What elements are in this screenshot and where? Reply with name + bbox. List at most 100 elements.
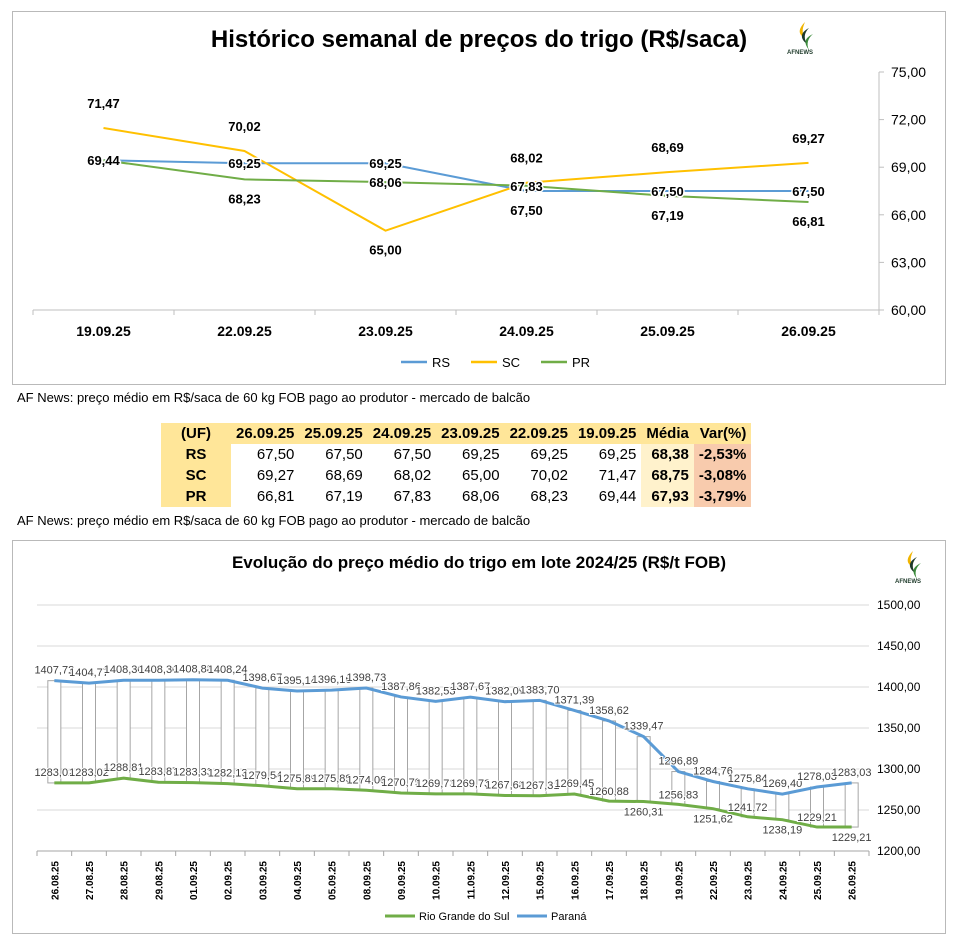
y-tick-label: 72,00 <box>891 112 926 128</box>
data-label: 69,25 <box>228 156 261 171</box>
data-label: 69,25 <box>369 156 402 171</box>
price-cell: 65,00 <box>462 467 500 484</box>
data-label: 1260,31 <box>624 807 664 819</box>
data-label: 1288,81 <box>104 762 144 774</box>
data-label: 1387,86 <box>381 681 421 693</box>
price-cell: 71,47 <box>598 467 637 484</box>
price-cell: 67,50 <box>256 446 295 463</box>
data-label: 1283,33 <box>173 767 213 779</box>
table-header-cell: 25.09.25 <box>299 423 368 444</box>
series-line-sc <box>103 127 809 232</box>
y-tick-label: 1300,00 <box>877 762 921 776</box>
data-label: 69,44 <box>87 153 120 168</box>
data-label: 1275,89 <box>312 773 352 785</box>
x-tick-label: 28.08.25 <box>120 861 131 900</box>
data-label: 1275,84 <box>728 773 768 785</box>
x-tick-label: 18.09.25 <box>640 861 651 900</box>
data-label: 1269,73 <box>450 778 490 790</box>
data-label: 1395,14 <box>277 675 317 687</box>
x-tick-label: 24.09.25 <box>499 323 554 339</box>
x-tick-label: 26.09.25 <box>848 861 859 900</box>
data-label: 1358,62 <box>589 705 629 717</box>
data-label: 1396,16 <box>312 674 352 686</box>
data-label: 1387,67 <box>450 681 490 693</box>
data-label: 1270,79 <box>381 777 421 789</box>
x-tick-label: 10.09.25 <box>432 861 443 900</box>
data-label: 1398,73 <box>346 672 386 684</box>
price-cell: 67,50 <box>393 446 432 463</box>
data-label: 1382,09 <box>485 686 525 698</box>
lot-price-chart: Evolução do preço médio do trigo em lote… <box>12 540 946 934</box>
table-header-cell: 22.09.25 <box>504 423 573 444</box>
x-tick-label: 08.09.25 <box>362 861 373 900</box>
legend-label: SC <box>502 355 520 370</box>
y-tick-label: 1200,00 <box>877 844 921 858</box>
state-cell: SC <box>161 465 231 486</box>
data-label: 1267,31 <box>520 780 560 792</box>
table-header-row: (UF) 26.09.25 25.09.25 24.09.25 23.09.25 22.0… <box>161 423 752 444</box>
data-label: 1339,47 <box>624 721 664 733</box>
table-row: RS 67,50 67,50 67,50 69,25 69,25 69,25 68,38 -2,… <box>161 444 752 465</box>
y-tick-label: 1250,00 <box>877 803 921 817</box>
weekly-chart-plot: 60,00 63,00 66,00 69,00 72,00 75,00 19.09.25 22… <box>32 64 926 370</box>
afnews-logo: AFNEWS <box>783 20 823 60</box>
data-label: 1382,53 <box>416 685 456 697</box>
series-line-pr <box>103 159 809 203</box>
data-label: 1278,03 <box>797 771 837 783</box>
data-label: 1284,76 <box>693 765 733 777</box>
price-cell: 70,02 <box>530 467 568 484</box>
x-tick-label: 26.08.25 <box>50 861 61 900</box>
x-tick-label: 03.09.25 <box>258 861 269 900</box>
price-table: (UF) 26.09.25 25.09.25 24.09.25 23.09.25 22.0… <box>161 423 752 507</box>
series-line-rs <box>103 159 809 192</box>
data-label: 1241,72 <box>728 802 768 814</box>
x-tick-label: 23.09.25 <box>744 861 755 900</box>
data-label: 68,06 <box>369 175 402 190</box>
series-line <box>54 776 852 829</box>
x-tick-label: 19.09.25 <box>674 861 685 900</box>
x-tick-label: 16.09.25 <box>570 861 581 900</box>
data-label: 1256,83 <box>658 789 698 801</box>
data-label: 1251,62 <box>693 814 733 826</box>
table-header-cell: 26.09.25 <box>231 423 300 444</box>
data-label: 1279,54 <box>242 770 282 782</box>
data-label: 1408,30 <box>104 664 144 676</box>
price-cell: 68,06 <box>462 488 500 505</box>
source-note: AF News: preço médio em R$/saca de 60 kg… <box>17 513 531 528</box>
price-cell: 67,83 <box>393 488 432 505</box>
data-label: 1408,88 <box>173 664 213 676</box>
x-tick-label: 04.09.25 <box>293 861 304 900</box>
variation-cell: -2,53% <box>693 444 752 465</box>
variation-cell: -3,08% <box>693 465 752 486</box>
lot-chart-title: Evolução do preço médio do trigo em lote… <box>231 553 727 572</box>
range-bar <box>775 793 790 821</box>
x-tick-label: 17.09.25 <box>605 861 616 900</box>
data-label: 1296,89 <box>658 756 698 768</box>
price-cell: 69,25 <box>530 446 568 463</box>
data-label: 1238,19 <box>762 825 802 837</box>
x-tick-label: 15.09.25 <box>536 861 547 900</box>
range-bar <box>706 780 720 810</box>
x-tick-label: 01.09.25 <box>189 861 200 900</box>
data-label: 1282,13 <box>208 768 248 780</box>
price-cell: 69,44 <box>598 488 637 505</box>
logo-label: AFNEWS <box>895 579 921 585</box>
average-cell: 67,93 <box>641 486 694 507</box>
data-label: 70,02 <box>228 119 261 134</box>
price-cell: 66,81 <box>256 488 295 505</box>
price-cell: 68,02 <box>393 467 432 484</box>
source-note: AF News: preço médio em R$/saca de 60 kg… <box>17 390 531 405</box>
data-label: 68,69 <box>651 140 684 155</box>
data-label: 1283,02 <box>34 767 74 779</box>
y-tick-label: 1450,00 <box>877 639 921 653</box>
x-tick-label: 29.08.25 <box>154 861 165 900</box>
data-label: 69,27 <box>792 131 825 146</box>
x-tick-label: 22.09.25 <box>217 323 272 339</box>
table-header-cell: 23.09.25 <box>436 423 505 444</box>
price-cell: 68,23 <box>530 488 568 505</box>
x-tick-label: 25.09.25 <box>813 861 824 900</box>
x-tick-label: 12.09.25 <box>501 861 512 900</box>
data-label: 1260,88 <box>589 786 629 798</box>
state-cell: RS <box>161 444 231 465</box>
variation-cell: -3,79% <box>693 486 752 507</box>
